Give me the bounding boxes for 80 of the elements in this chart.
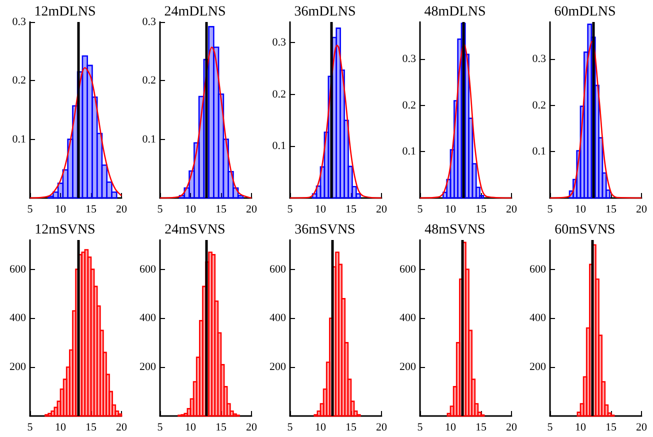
- y-tick-label: 400: [400, 312, 416, 324]
- chart-title: 12mDLNS: [34, 4, 96, 20]
- x-tick-label: 10: [445, 422, 456, 434]
- x-tick-label: 10: [185, 204, 196, 216]
- x-tick-label: 15: [606, 422, 617, 434]
- x-tick-label: 10: [575, 422, 586, 434]
- y-tick-label: 0.2: [272, 88, 286, 100]
- x-tick-label: 10: [55, 422, 66, 434]
- y-tick-label: 600: [270, 263, 286, 276]
- x-tick-label: 20: [376, 422, 388, 434]
- x-tick-label: 10: [185, 422, 196, 434]
- y-tick-label: 400: [270, 312, 286, 324]
- x-tick-label: 5: [287, 422, 294, 434]
- x-tick-label: 20: [506, 422, 518, 434]
- chart-title: 60mDLNS: [554, 4, 616, 20]
- y-tick-label: 0.3: [142, 16, 156, 28]
- y-tick-label: 0.2: [12, 74, 26, 87]
- y-tick-label: 0.3: [402, 53, 416, 66]
- chart-title: 60mSVNS: [554, 222, 616, 238]
- x-tick-label: 15: [476, 204, 487, 216]
- y-tick-label: 600: [400, 263, 416, 276]
- y-tick-label: 0.3: [532, 53, 546, 66]
- x-tick-label: 20: [116, 422, 128, 434]
- x-tick-label: 15: [216, 204, 227, 216]
- y-tick-label: 400: [10, 312, 26, 324]
- x-tick-label: 15: [346, 204, 357, 216]
- y-tick-label: 0.1: [532, 146, 546, 158]
- y-tick-label: 600: [10, 263, 26, 276]
- x-tick-label: 5: [417, 422, 424, 434]
- y-tick-label: 200: [270, 361, 286, 374]
- y-tick-label: 0.1: [142, 133, 156, 146]
- x-tick-label: 5: [547, 204, 554, 216]
- y-tick-label: 0.3: [272, 36, 286, 49]
- y-tick-label: 400: [530, 312, 546, 324]
- x-tick-label: 15: [216, 422, 227, 434]
- x-tick-label: 20: [376, 204, 388, 216]
- x-tick-label: 20: [636, 204, 648, 216]
- x-tick-label: 15: [606, 204, 617, 216]
- x-tick-label: 10: [315, 422, 326, 434]
- y-tick-label: 0.2: [532, 99, 546, 112]
- y-tick-label: 0.1: [272, 140, 286, 152]
- y-tick-label: 0.2: [142, 74, 156, 87]
- chart-title: 24mDLNS: [164, 4, 226, 20]
- x-tick-label: 20: [246, 422, 258, 434]
- chart-title: 12mSVNS: [34, 222, 96, 238]
- x-tick-label: 5: [27, 422, 34, 434]
- chart-title: 36mDLNS: [294, 4, 356, 20]
- y-tick-label: 0.1: [402, 146, 416, 158]
- y-tick-label: 200: [10, 361, 26, 374]
- x-tick-label: 15: [86, 204, 97, 216]
- x-tick-label: 15: [86, 422, 97, 434]
- x-tick-label: 15: [476, 422, 487, 434]
- y-tick-label: 0.2: [402, 99, 416, 112]
- x-tick-label: 10: [315, 204, 326, 216]
- x-tick-label: 5: [287, 204, 294, 216]
- x-tick-label: 20: [246, 204, 258, 216]
- y-tick-label: 600: [140, 263, 156, 276]
- y-tick-label: 0.1: [12, 133, 26, 146]
- x-tick-label: 10: [445, 204, 456, 216]
- x-tick-label: 5: [27, 204, 34, 216]
- x-tick-label: 10: [575, 204, 586, 216]
- chart-title: 48mSVNS: [424, 222, 486, 238]
- x-tick-label: 5: [547, 422, 554, 434]
- x-tick-label: 5: [417, 204, 424, 216]
- chart-title: 48mDLNS: [424, 4, 486, 20]
- y-tick-label: 200: [530, 361, 546, 374]
- y-tick-label: 200: [400, 361, 416, 374]
- x-tick-label: 20: [506, 204, 518, 216]
- chart-title: 36mSVNS: [294, 222, 356, 238]
- chart-title: 24mSVNS: [164, 222, 226, 238]
- y-tick-label: 200: [140, 361, 156, 374]
- x-tick-label: 15: [346, 422, 357, 434]
- y-tick-label: 600: [530, 263, 546, 276]
- y-tick-label: 0.3: [12, 16, 26, 28]
- x-tick-label: 20: [636, 422, 648, 434]
- x-tick-label: 5: [157, 204, 164, 216]
- x-tick-label: 20: [116, 204, 128, 216]
- y-tick-label: 400: [140, 312, 156, 324]
- x-tick-label: 10: [55, 204, 66, 216]
- x-tick-label: 5: [157, 422, 164, 434]
